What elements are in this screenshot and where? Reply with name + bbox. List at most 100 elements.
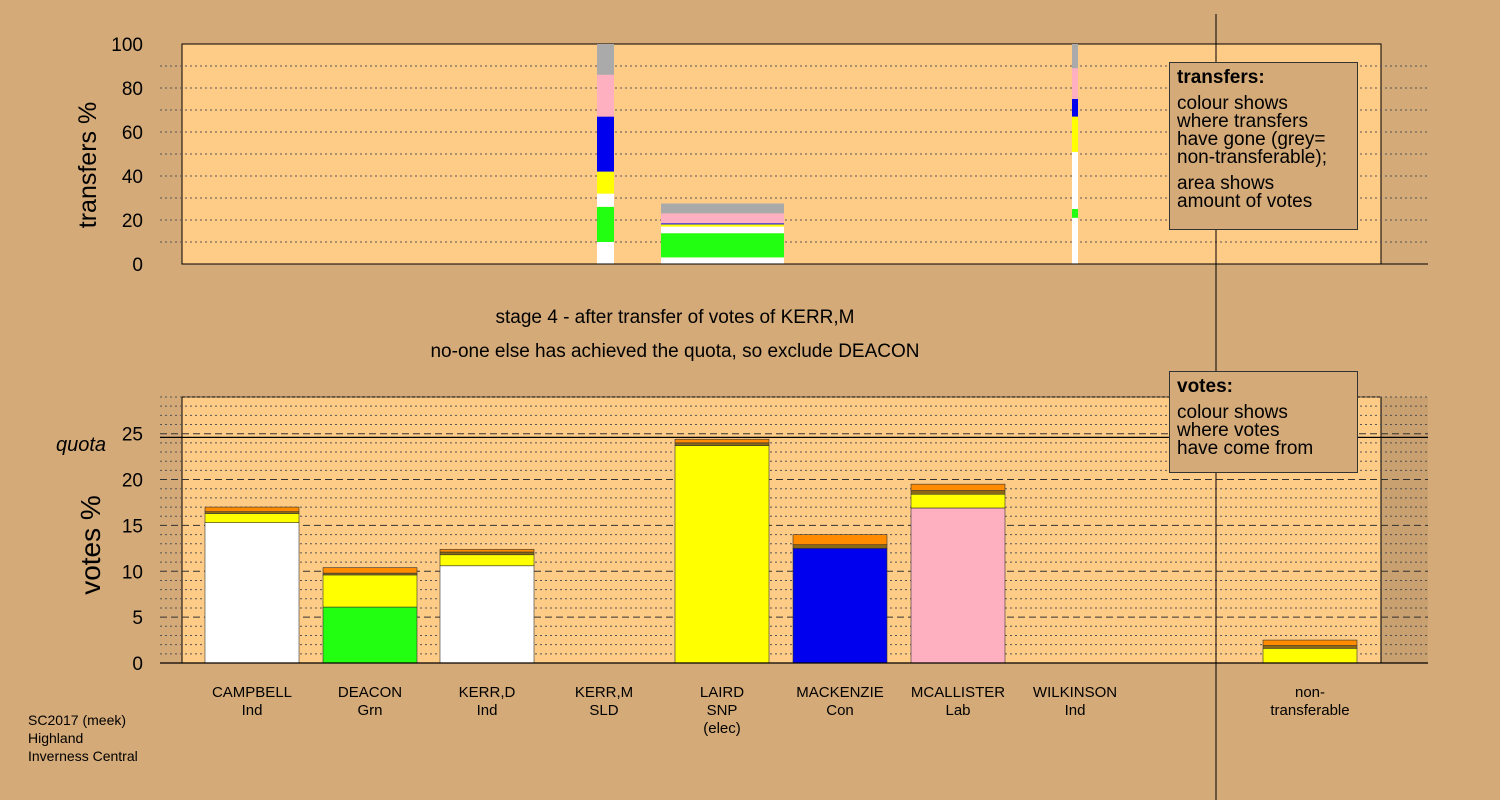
vote-segment (1262, 648, 1358, 664)
vote-segment (674, 445, 770, 664)
legend-line: have come from (1177, 438, 1314, 459)
vote-segment (439, 551, 535, 556)
transfer-bar (1072, 44, 1078, 264)
nontransferable-bar (1262, 639, 1358, 664)
transfer-segment (597, 242, 614, 264)
candidate-party-label: Ind (477, 702, 498, 719)
votes-right-shade (1381, 397, 1428, 663)
transfers-legend-text-1: colour shows where transfers have gone (… (1177, 93, 1350, 168)
ward-name: Inverness Central (28, 748, 138, 764)
transfer-segment (661, 233, 784, 258)
vote-segment (792, 534, 888, 545)
candidate-name-label: KERR,D (459, 684, 516, 701)
transfers-y-tick-label: 0 (132, 255, 143, 276)
legend-line: colour shows (1177, 93, 1288, 114)
candidate-party-label: SLD (589, 702, 618, 719)
candidate-name-label: KERR,M (575, 684, 633, 701)
election-name: SC2017 (meek) (28, 712, 127, 728)
candidate-name-label: CAMPBELL (212, 684, 292, 701)
transfer-segment (1072, 68, 1078, 99)
candidate-name-label: MCALLISTER (911, 684, 1005, 701)
transfers-y-tick-label: 40 (122, 167, 143, 188)
transfer-segment (1072, 116, 1078, 152)
candidate-party-label: Ind (242, 702, 263, 719)
transfer-segment (1072, 217, 1078, 264)
transfers-y-tick-label: 100 (111, 35, 143, 56)
votes-y-tick-label: 10 (122, 562, 143, 583)
votes-y-tick-label: 0 (132, 654, 143, 675)
transfers-y-tick-label: 80 (122, 79, 143, 100)
vote-segment (674, 442, 770, 446)
candidate-bar (910, 483, 1006, 664)
vote-segment (439, 548, 535, 553)
vote-segment (792, 544, 888, 549)
legend-line: amount of votes (1177, 191, 1313, 212)
votes-legend-title: votes: (1177, 376, 1233, 397)
transfer-segment (661, 226, 784, 234)
vote-segment (439, 565, 535, 664)
candidate-party-label: Lab (945, 702, 970, 719)
vote-segment (322, 606, 418, 664)
vote-segment (910, 507, 1006, 664)
transfer-segment (597, 193, 614, 207)
candidate-party-label: Ind (1065, 702, 1086, 719)
transfer-segment (1072, 44, 1078, 69)
transfers-y-axis-label: transfers % (74, 102, 102, 228)
transfer-segment (1072, 151, 1078, 209)
vote-segment (792, 548, 888, 664)
candidate-bar (674, 438, 770, 664)
candidate-bar (792, 534, 888, 664)
transfer-segment (597, 206, 614, 242)
vote-segment (204, 522, 300, 664)
transfer-bar (661, 203, 784, 264)
transfer-segment (661, 203, 784, 214)
vote-segment (322, 567, 418, 574)
transfers-legend-text-2: area shows amount of votes (1177, 174, 1350, 212)
vote-segment (1262, 645, 1358, 649)
action-description: no-one else has achieved the quota, so e… (430, 341, 920, 362)
candidate-name-label: MACKENZIE (796, 684, 884, 701)
votes-y-tick-label: 5 (132, 608, 143, 629)
transfer-segment (1072, 99, 1078, 117)
transfers-y-tick-label: 60 (122, 123, 143, 144)
transfer-segment (661, 257, 784, 264)
transfer-segment (597, 116, 614, 172)
votes-y-tick-label: 25 (122, 425, 143, 446)
transfer-segment (661, 224, 784, 227)
votes-legend-text: colour shows where votes have come from (1177, 402, 1350, 459)
transfer-segment (597, 74, 614, 117)
legend-line: non-transferable); (1177, 147, 1327, 168)
vote-segment (439, 554, 535, 567)
candidate-name-label: DEACON (338, 684, 402, 701)
transfer-segment (661, 213, 784, 224)
legend-line: where votes (1177, 420, 1280, 441)
transfers-legend-title: transfers: (1177, 67, 1265, 88)
candidate-party-label: SNP (707, 702, 738, 719)
transfer-segment (597, 44, 614, 75)
transfer-bar (597, 44, 614, 264)
vote-segment (910, 493, 1006, 509)
votes-legend: votes: colour shows where votes have com… (1169, 371, 1358, 473)
transfer-segment (597, 171, 614, 194)
nontransferable-label: non- (1295, 684, 1325, 701)
vote-segment (204, 513, 300, 523)
vote-segment (910, 483, 1006, 491)
nontransferable-label: transferable (1270, 702, 1349, 719)
transfer-segment (661, 223, 784, 225)
vote-segment (1262, 639, 1358, 646)
votes-y-tick-label: 15 (122, 516, 143, 537)
votes-y-axis-label: votes % (75, 495, 106, 595)
candidate-bar (322, 567, 418, 664)
vote-segment (204, 506, 300, 512)
vote-segment (910, 490, 1006, 495)
legend-line: colour shows (1177, 402, 1288, 423)
council-name: Highland (28, 730, 84, 746)
candidate-status-label: (elec) (703, 720, 741, 737)
candidate-bar (439, 548, 535, 664)
election-info: SC2017 (meek) Highland Inverness Central (28, 711, 138, 765)
candidate-party-label: Grn (357, 702, 382, 719)
votes-y-tick-label: 20 (122, 471, 143, 492)
quota-label: quota (56, 434, 106, 456)
candidate-bar (204, 506, 300, 664)
candidate-name-label: WILKINSON (1033, 684, 1117, 701)
